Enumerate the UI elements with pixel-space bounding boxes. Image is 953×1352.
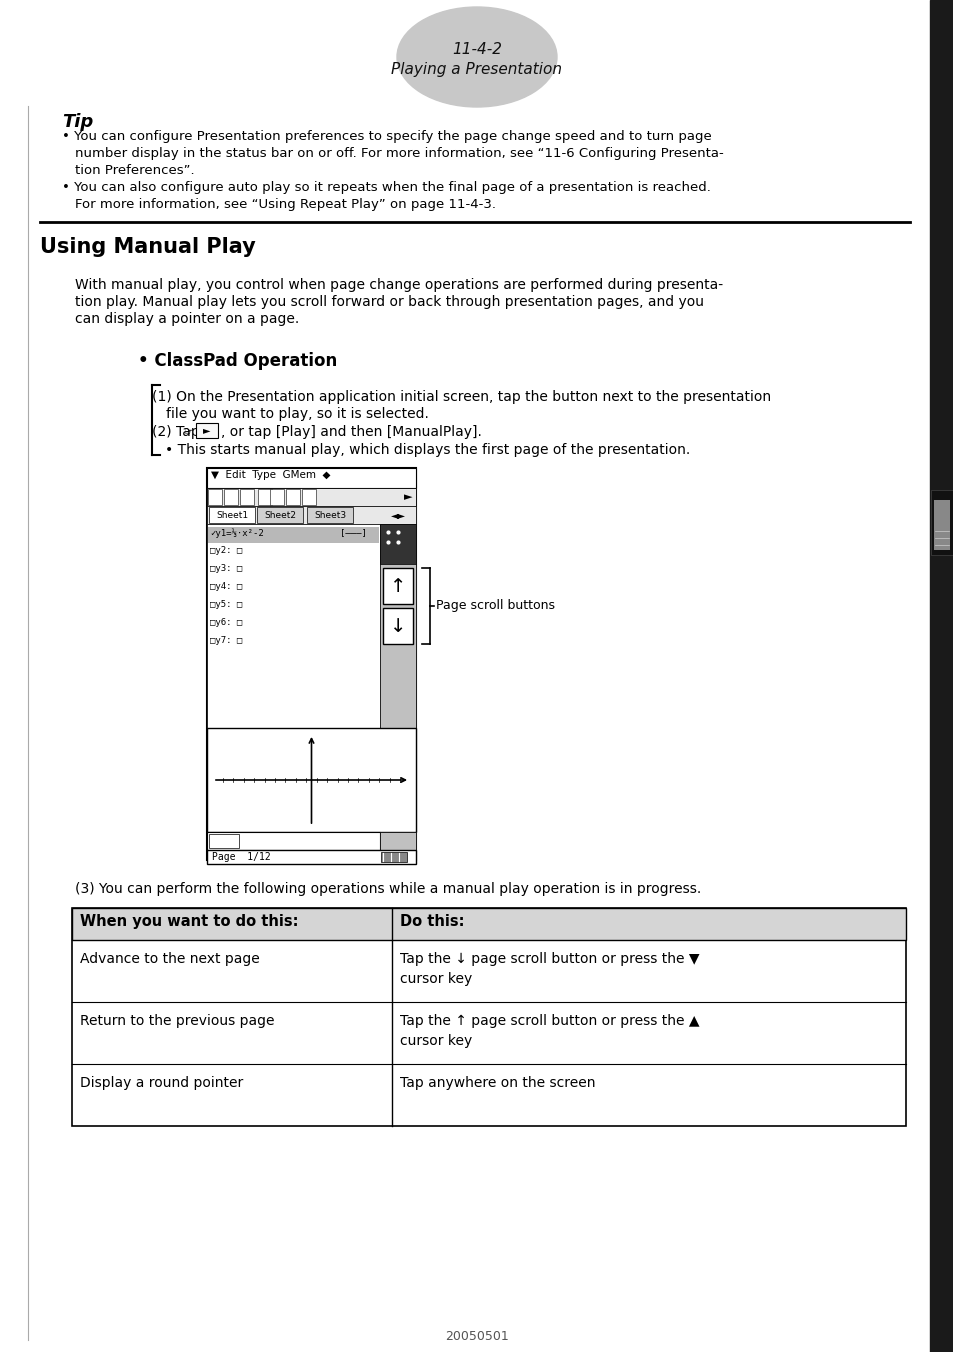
- Text: number display in the status bar on or off. For more information, see “11-6 Conf: number display in the status bar on or o…: [75, 147, 723, 160]
- Bar: [71, 909, 905, 1126]
- Bar: [207, 727, 416, 831]
- Text: can display a pointer on a page.: can display a pointer on a page.: [75, 312, 299, 326]
- Bar: [224, 489, 237, 506]
- Bar: [208, 527, 378, 544]
- Text: With manual play, you control when page change operations are performed during p: With manual play, you control when page …: [75, 279, 722, 292]
- Bar: [257, 489, 272, 506]
- Text: cursor key: cursor key: [399, 972, 472, 986]
- Text: Do this:: Do this:: [399, 914, 464, 929]
- Bar: [209, 507, 254, 523]
- Text: □y7: □: □y7: □: [210, 635, 242, 645]
- Bar: [270, 489, 284, 506]
- Text: Page  1/12: Page 1/12: [212, 852, 271, 863]
- Bar: [256, 507, 303, 523]
- Text: • This starts manual play, which displays the first page of the presentation.: • This starts manual play, which display…: [165, 443, 690, 457]
- Text: [———]: [———]: [339, 529, 367, 537]
- Text: 11-4-2: 11-4-2: [452, 42, 501, 57]
- Bar: [379, 525, 416, 727]
- Text: For more information, see “Using Repeat Play” on page 11-4-3.: For more information, see “Using Repeat …: [75, 197, 496, 211]
- Text: Sheet3: Sheet3: [314, 511, 346, 519]
- Text: When you want to do this:: When you want to do this:: [80, 914, 298, 929]
- Text: ✓y1=⅓·x²-2: ✓y1=⅓·x²-2: [210, 529, 263, 538]
- Bar: [379, 525, 416, 564]
- Text: ↓: ↓: [390, 617, 406, 635]
- Text: (2) Tap: (2) Tap: [152, 425, 204, 439]
- Text: Tip: Tip: [62, 114, 93, 131]
- Text: Tap the ↓ page scroll button or press the ▼: Tap the ↓ page scroll button or press th…: [399, 952, 699, 965]
- Bar: [929, 0, 953, 1352]
- Bar: [207, 468, 416, 488]
- Text: • ClassPad Operation: • ClassPad Operation: [138, 352, 337, 370]
- Ellipse shape: [396, 7, 557, 107]
- Bar: [380, 852, 407, 863]
- Text: Using Manual Play: Using Manual Play: [40, 237, 255, 257]
- Text: tion play. Manual play lets you scroll forward or back through presentation page: tion play. Manual play lets you scroll f…: [75, 295, 703, 310]
- Bar: [382, 568, 413, 604]
- Text: Display a round pointer: Display a round pointer: [80, 1076, 243, 1090]
- Text: Return to the previous page: Return to the previous page: [80, 1014, 274, 1028]
- Text: , or tap [Play] and then [ManualPlay].: , or tap [Play] and then [ManualPlay].: [221, 425, 481, 439]
- Text: (3) You can perform the following operations while a manual play operation is in: (3) You can perform the following operat…: [75, 882, 700, 896]
- Bar: [302, 489, 315, 506]
- Bar: [208, 489, 222, 506]
- Text: ◄►: ◄►: [390, 510, 405, 521]
- Bar: [382, 608, 413, 644]
- Text: cursor key: cursor key: [399, 1034, 472, 1048]
- Bar: [307, 507, 353, 523]
- Bar: [933, 500, 949, 550]
- Bar: [207, 525, 379, 727]
- Text: ↑: ↑: [390, 576, 406, 595]
- Text: Page scroll buttons: Page scroll buttons: [436, 599, 555, 612]
- Text: ☞: ☞: [184, 427, 193, 438]
- Bar: [286, 489, 299, 506]
- Text: Tap the ↑ page scroll button or press the ▲: Tap the ↑ page scroll button or press th…: [399, 1014, 699, 1028]
- Text: Tap anywhere on the screen: Tap anywhere on the screen: [399, 1076, 595, 1090]
- Bar: [207, 850, 416, 864]
- Text: □y5: □: □y5: □: [210, 600, 242, 608]
- Bar: [207, 468, 416, 860]
- Bar: [207, 506, 416, 525]
- Bar: [207, 831, 379, 850]
- Text: □y4: □: □y4: □: [210, 581, 242, 591]
- Text: ▼  Edit  Type  GMem  ◆: ▼ Edit Type GMem ◆: [211, 470, 330, 480]
- Text: tion Preferences”.: tion Preferences”.: [75, 164, 194, 177]
- Text: Sheet1: Sheet1: [215, 511, 248, 519]
- Bar: [930, 489, 952, 556]
- Bar: [71, 909, 905, 940]
- Text: □y6: □: □y6: □: [210, 618, 242, 627]
- Text: 20050501: 20050501: [445, 1330, 508, 1343]
- Text: □y3: □: □y3: □: [210, 564, 242, 573]
- Text: Sheet2: Sheet2: [264, 511, 295, 519]
- Text: (1) On the Presentation application initial screen, tap the button next to the p: (1) On the Presentation application init…: [152, 389, 770, 404]
- Bar: [209, 834, 239, 848]
- Bar: [379, 831, 416, 850]
- Text: Advance to the next page: Advance to the next page: [80, 952, 259, 965]
- Text: ►: ►: [203, 426, 211, 435]
- Text: • You can configure Presentation preferences to specify the page change speed an: • You can configure Presentation prefere…: [62, 130, 711, 143]
- Text: • You can also configure auto play so it repeats when the final page of a presen: • You can also configure auto play so it…: [62, 181, 710, 193]
- Bar: [240, 489, 253, 506]
- Bar: [195, 423, 218, 438]
- Bar: [207, 488, 416, 506]
- Text: Playing a Presentation: Playing a Presentation: [391, 62, 562, 77]
- Text: file you want to play, so it is selected.: file you want to play, so it is selected…: [166, 407, 429, 420]
- Text: □y2: □: □y2: □: [210, 546, 242, 556]
- Text: ►: ►: [403, 492, 412, 502]
